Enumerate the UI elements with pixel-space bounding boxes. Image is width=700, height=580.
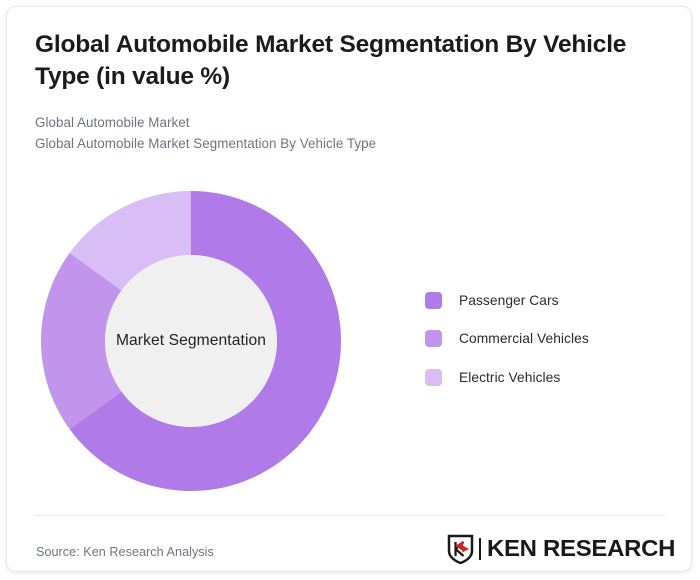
page-title: Global Automobile Market Segmentation By… — [35, 31, 627, 91]
legend-swatch-icon — [425, 330, 442, 348]
donut-chart-svg — [40, 191, 342, 491]
donut-hole — [105, 255, 277, 427]
brand-divider — [478, 538, 481, 560]
chart-header: Global Automobile Market Segmentation By… — [35, 29, 659, 155]
legend-label: Electric Vehicles — [459, 369, 561, 385]
subtitle-group: Global Automobile Market Global Automobi… — [35, 112, 659, 155]
donut-chart: Market Segmentation — [29, 179, 353, 503]
chart-card: Global Automobile Market Segmentation By… — [6, 6, 692, 572]
donut-slice[interactable] — [69, 191, 342, 491]
legend-swatch-icon — [425, 368, 442, 386]
chart-area: Market Segmentation Passenger Cars Comme… — [29, 179, 679, 504]
footer-divider — [35, 515, 665, 516]
donut-slice-group — [40, 191, 342, 491]
legend-item-passenger-cars[interactable]: Passenger Cars — [425, 281, 675, 320]
brand-name: KEN RESEARCH — [486, 535, 675, 562]
chart-legend: Passenger Cars Commercial Vehicles Elect… — [425, 281, 675, 397]
brand-logo: KEN RESEARCH — [447, 534, 675, 564]
legend-item-commercial-vehicles[interactable]: Commercial Vehicles — [425, 320, 675, 359]
subtitle-segmentation: Global Automobile Market Segmentation By… — [35, 136, 377, 152]
donut-slice[interactable] — [69, 191, 191, 291]
source-note: Source: Ken Research Analysis — [36, 545, 214, 559]
subtitle-market: Global Automobile Market — [35, 114, 190, 130]
legend-swatch-icon — [425, 291, 442, 309]
brand-accent-triangle-icon — [454, 541, 463, 551]
legend-label: Commercial Vehicles — [459, 331, 589, 347]
legend-item-electric-vehicles[interactable]: Electric Vehicles — [425, 358, 675, 397]
legend-label: Passenger Cars — [459, 292, 559, 308]
donut-slice[interactable] — [40, 252, 122, 430]
